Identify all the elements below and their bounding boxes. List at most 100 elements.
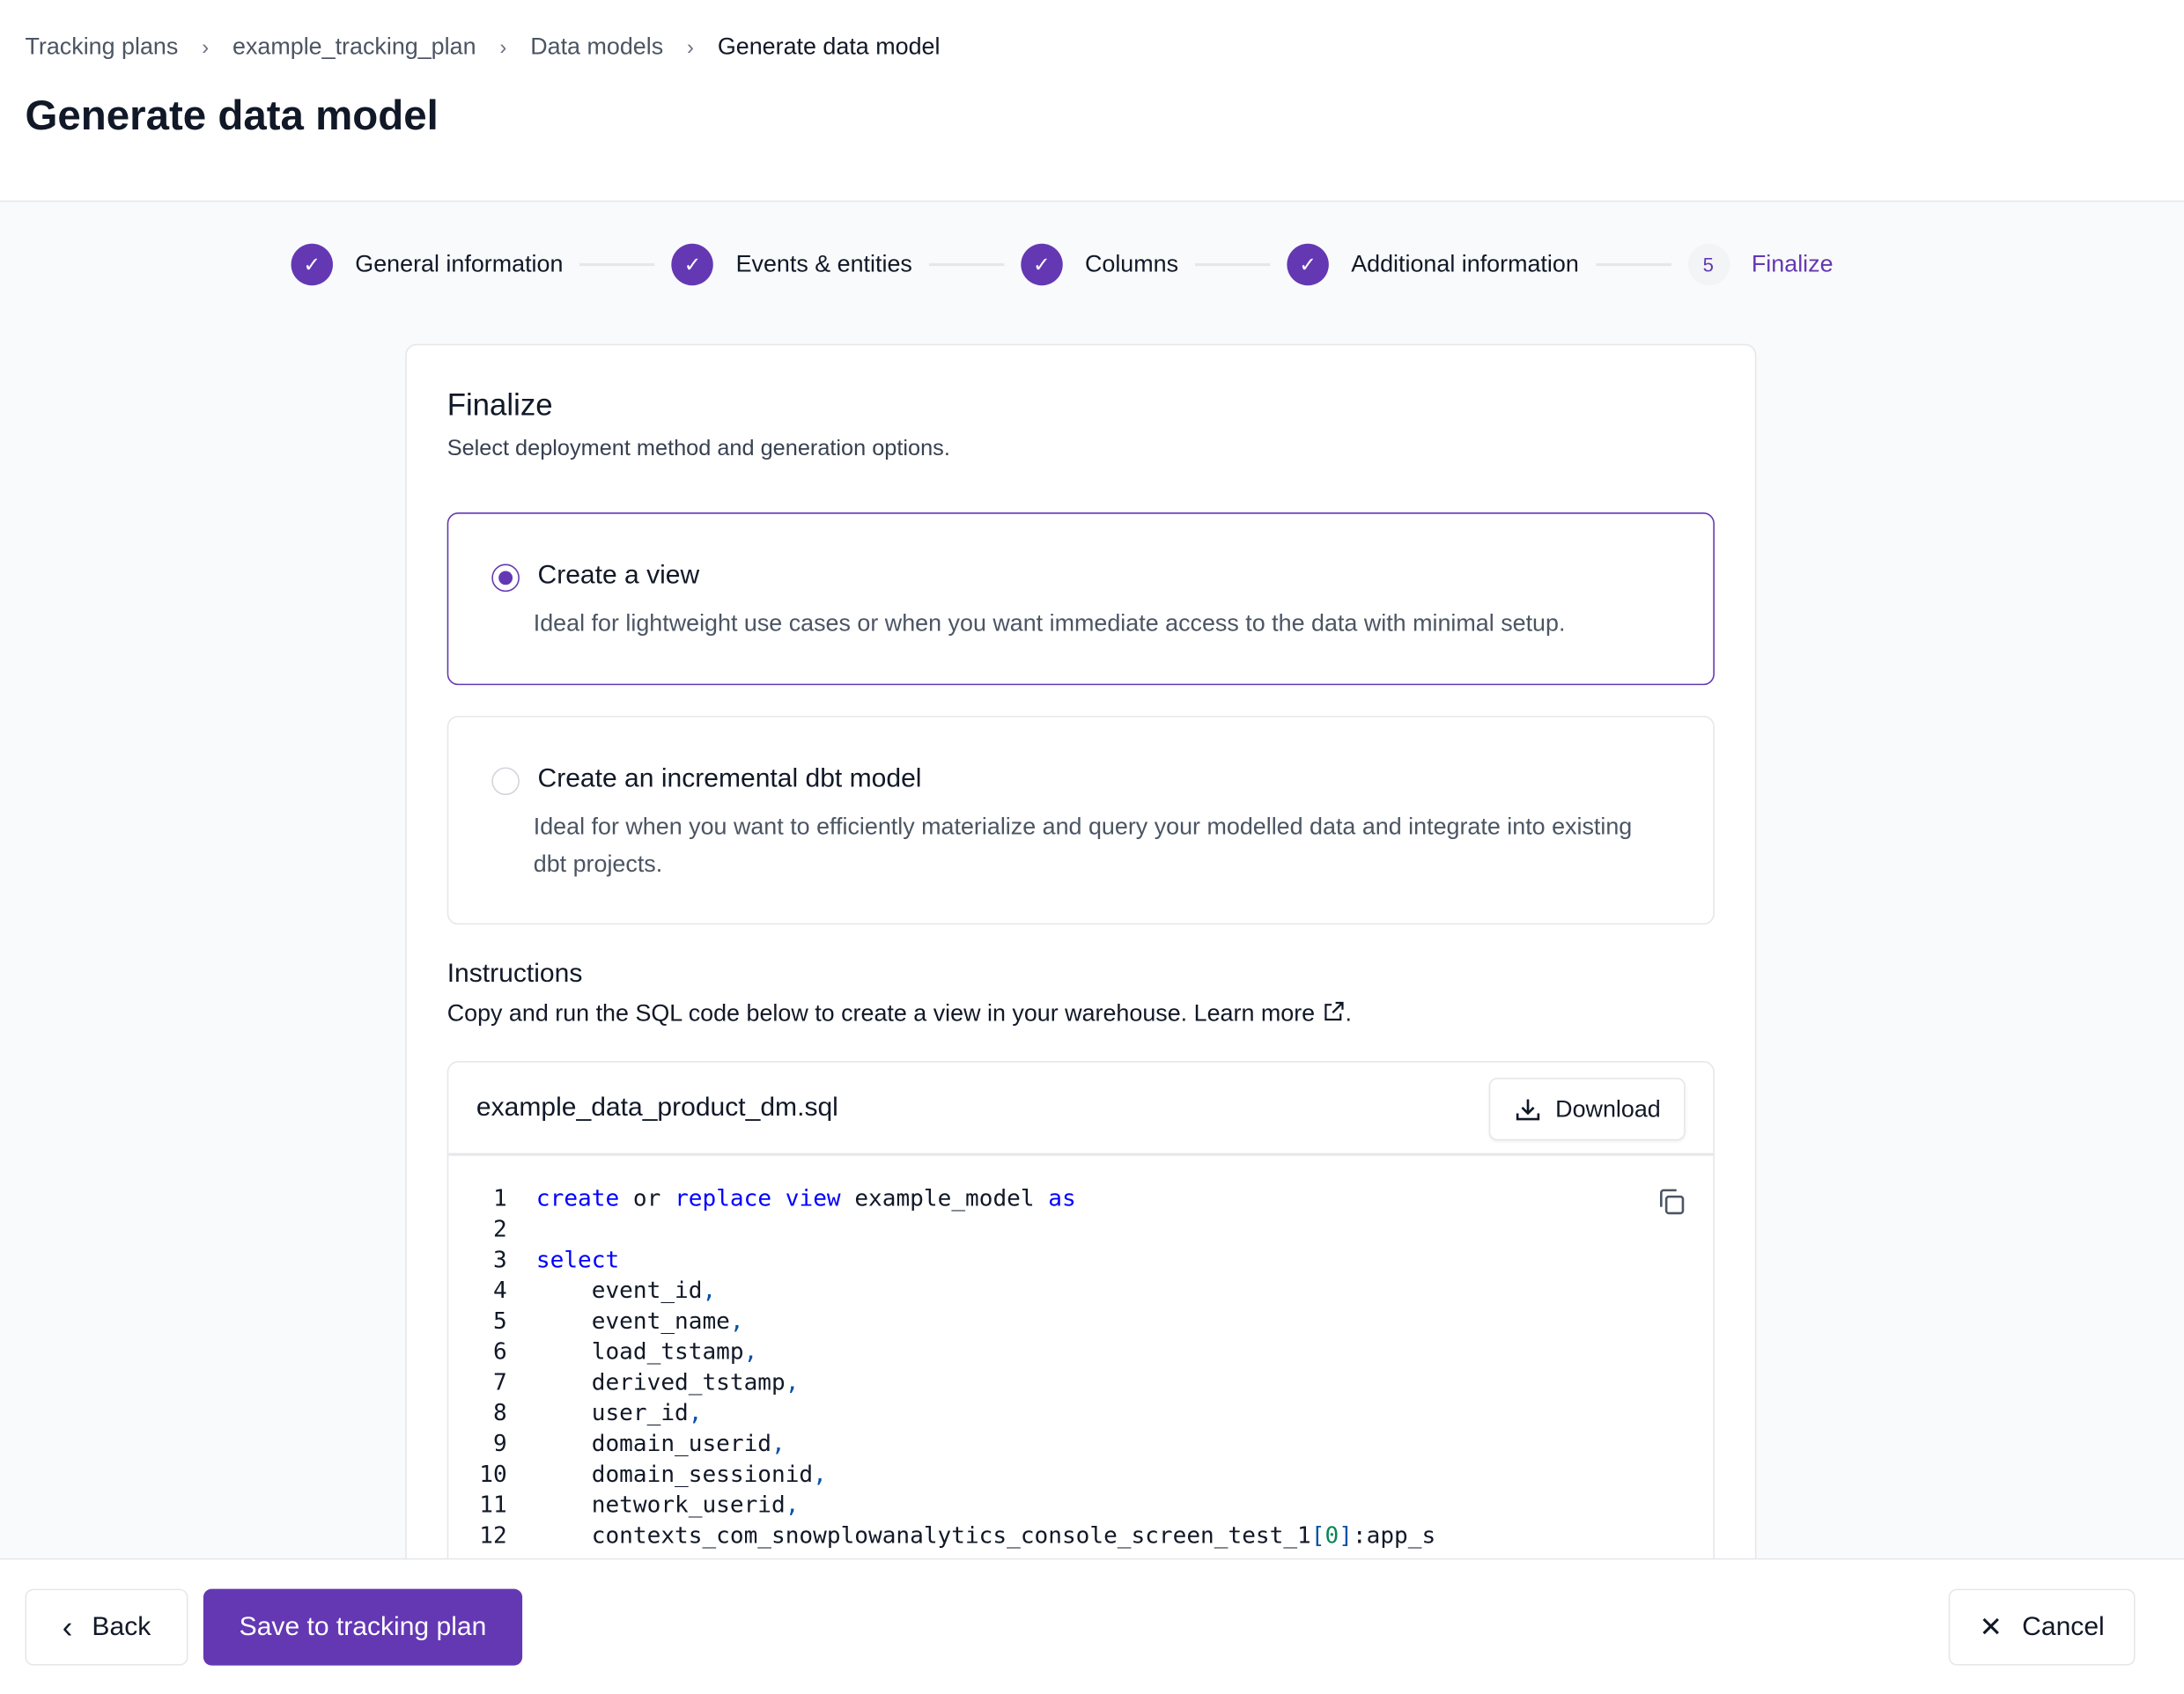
instructions-text: Copy and run the SQL code below to creat… bbox=[447, 1000, 1352, 1028]
code-text: select bbox=[535, 1246, 620, 1273]
line-number: 5 bbox=[492, 1307, 507, 1335]
step-finalize: 5 Finalize bbox=[1687, 243, 1834, 286]
cancel-label: Cancel bbox=[2022, 1611, 2105, 1641]
instructions-body: Copy and run the SQL code below to creat… bbox=[446, 999, 1194, 1027]
code-line: 1 create or replace view example_model as bbox=[448, 1183, 1435, 1214]
file-name: example_data_product_dm.sql bbox=[476, 1093, 838, 1123]
step-additional-information[interactable]: ✓ Additional information bbox=[1287, 243, 1579, 286]
line-number: 11 bbox=[479, 1491, 507, 1518]
line-number: 12 bbox=[479, 1521, 507, 1549]
learn-more-label: Learn more bbox=[1193, 999, 1316, 1027]
option-incremental-dbt[interactable]: Create an incremental dbt model Ideal fo… bbox=[446, 715, 1715, 925]
option-description: Ideal for lightweight use cases or when … bbox=[533, 609, 1566, 637]
option-description: Ideal for when you want to efficiently m… bbox=[533, 813, 1633, 878]
page-header: Tracking plans › example_tracking_plan › D… bbox=[0, 0, 2184, 203]
step-divider bbox=[1595, 262, 1671, 267]
breadcrumb-tracking-plan[interactable]: example_tracking_plan bbox=[232, 33, 476, 61]
code-line: 8 user_id, bbox=[448, 1398, 1435, 1429]
line-number: 9 bbox=[492, 1430, 507, 1457]
stepper: ✓ General information ✓ Events & entities … bbox=[291, 243, 1834, 286]
line-number: 8 bbox=[492, 1399, 507, 1426]
code-text: load_tstamp, bbox=[535, 1337, 758, 1365]
breadcrumb-data-models[interactable]: Data models bbox=[530, 33, 664, 61]
save-label: Save to tracking plan bbox=[239, 1611, 487, 1641]
code-text: contexts_com_snowplowanalytics_console_s… bbox=[535, 1521, 1436, 1549]
step-number: 5 bbox=[1687, 243, 1730, 286]
radio-incremental-dbt[interactable] bbox=[491, 767, 520, 796]
check-icon: ✓ bbox=[671, 243, 714, 286]
line-number: 2 bbox=[492, 1215, 507, 1242]
card-subtitle: Select deployment method and generation … bbox=[446, 437, 950, 461]
check-icon: ✓ bbox=[1287, 243, 1329, 286]
step-divider bbox=[928, 262, 1005, 267]
save-to-tracking-plan-button[interactable]: Save to tracking plan bbox=[203, 1588, 523, 1666]
code-lines: 1 create or replace view example_model as… bbox=[448, 1183, 1435, 1551]
step-columns[interactable]: ✓ Columns bbox=[1021, 243, 1179, 286]
code-text: event_id, bbox=[535, 1277, 717, 1304]
finalize-card: Finalize Select deployment method and ge… bbox=[405, 343, 1757, 1694]
step-label: Columns bbox=[1084, 250, 1179, 277]
option-title: Create a view bbox=[537, 561, 700, 591]
back-button[interactable]: ‹ Back bbox=[25, 1588, 188, 1666]
code-line: 4 event_id, bbox=[448, 1276, 1435, 1307]
code-line: 9 domain_userid, bbox=[448, 1429, 1435, 1460]
learn-more-link[interactable]: Learn more bbox=[1194, 1000, 1346, 1027]
chevron-right-icon: › bbox=[687, 35, 694, 60]
external-link-icon bbox=[1324, 1001, 1344, 1021]
code-text: create or replace view example_model as bbox=[535, 1184, 1076, 1212]
code-text: domain_sessionid, bbox=[535, 1461, 827, 1488]
copy-icon[interactable] bbox=[1656, 1187, 1687, 1218]
card-title: Finalize bbox=[446, 387, 553, 423]
footer-bar: ‹ Back Save to tracking plan ✕ Cancel bbox=[0, 1558, 2184, 1694]
code-text: user_id, bbox=[535, 1399, 703, 1426]
cancel-button[interactable]: ✕ Cancel bbox=[1948, 1588, 2136, 1666]
step-label: Additional information bbox=[1351, 250, 1579, 277]
option-title: Create an incremental dbt model bbox=[537, 764, 922, 794]
step-events-entities[interactable]: ✓ Events & entities bbox=[671, 243, 912, 286]
step-label: General information bbox=[355, 250, 564, 277]
step-divider bbox=[579, 262, 655, 267]
code-text: derived_tstamp, bbox=[535, 1368, 800, 1396]
code-line: 10 domain_sessionid, bbox=[448, 1460, 1435, 1491]
step-divider bbox=[1195, 262, 1271, 267]
code-line: 7 derived_tstamp, bbox=[448, 1367, 1435, 1398]
code-line: 2 bbox=[448, 1214, 1435, 1245]
code-line: 6 load_tstamp, bbox=[448, 1337, 1435, 1367]
line-number: 3 bbox=[492, 1246, 507, 1273]
code-line: 5 event_name, bbox=[448, 1307, 1435, 1337]
download-button[interactable]: Download bbox=[1488, 1078, 1686, 1141]
back-label: Back bbox=[92, 1611, 151, 1641]
check-icon: ✓ bbox=[291, 243, 334, 286]
step-label: Events & entities bbox=[735, 250, 912, 277]
instructions-title: Instructions bbox=[446, 959, 583, 989]
chevron-right-icon: › bbox=[499, 35, 507, 60]
line-number: 7 bbox=[492, 1368, 507, 1396]
download-label: Download bbox=[1555, 1094, 1661, 1122]
step-label: Finalize bbox=[1751, 250, 1834, 277]
breadcrumb: Tracking plans › example_tracking_plan › D… bbox=[25, 33, 940, 62]
line-number: 6 bbox=[492, 1337, 507, 1365]
code-line: 12 contexts_com_snowplowanalytics_consol… bbox=[448, 1521, 1435, 1551]
breadcrumb-tracking-plans[interactable]: Tracking plans bbox=[25, 33, 179, 61]
download-icon bbox=[1516, 1098, 1539, 1120]
code-line: 3 select bbox=[448, 1245, 1435, 1276]
option-create-view[interactable]: Create a view Ideal for lightweight use … bbox=[446, 512, 1715, 686]
step-general-information[interactable]: ✓ General information bbox=[291, 243, 564, 286]
code-text: network_userid, bbox=[535, 1491, 800, 1518]
code-text: event_name, bbox=[535, 1307, 744, 1335]
line-number: 10 bbox=[479, 1461, 507, 1488]
line-number: 4 bbox=[492, 1277, 507, 1304]
check-icon: ✓ bbox=[1021, 243, 1063, 286]
period: . bbox=[1345, 999, 1352, 1027]
chevron-right-icon: › bbox=[202, 35, 210, 60]
page-title: Generate data model bbox=[25, 92, 439, 140]
close-icon: ✕ bbox=[1979, 1612, 2003, 1644]
chevron-left-icon: ‹ bbox=[62, 1609, 73, 1645]
code-header: example_data_product_dm.sql Download bbox=[448, 1063, 1714, 1156]
code-block: example_data_product_dm.sql Download 1 cr… bbox=[446, 1061, 1715, 1694]
code-text: domain_userid, bbox=[535, 1430, 786, 1457]
breadcrumb-current: Generate data model bbox=[717, 33, 941, 61]
code-line: 11 network_userid, bbox=[448, 1490, 1435, 1521]
radio-create-view[interactable] bbox=[491, 563, 520, 593]
line-number: 1 bbox=[492, 1184, 507, 1212]
